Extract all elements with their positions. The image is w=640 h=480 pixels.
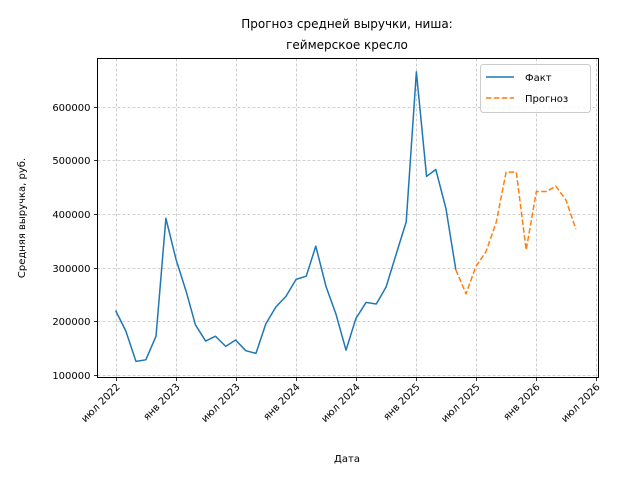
legend-label-forecast: Прогноз [525, 94, 568, 105]
y-tick-label: 200000 [52, 317, 90, 328]
y-tick-label: 500000 [52, 156, 90, 167]
y-tick-label: 100000 [52, 371, 90, 382]
x-axis-label: Дата [334, 454, 360, 465]
series-line-fact [114, 71, 457, 363]
chart-title-line-1: Прогноз средней выручки, ниша: [241, 17, 452, 31]
legend: Факт Прогноз [480, 64, 591, 113]
legend-label-fact: Факт [525, 73, 552, 84]
y-tick-label: 300000 [52, 264, 90, 275]
y-axis-label: Средняя выручка, руб. [17, 158, 28, 278]
series-line-forecast [455, 171, 577, 295]
chart-title-line-2: геймерское кресло [286, 38, 408, 52]
series-lines [114, 71, 577, 363]
y-tick-label: 600000 [52, 103, 90, 114]
legend-box [480, 64, 591, 113]
y-tick-label: 400000 [52, 210, 90, 221]
plot-frame [97, 58, 599, 378]
